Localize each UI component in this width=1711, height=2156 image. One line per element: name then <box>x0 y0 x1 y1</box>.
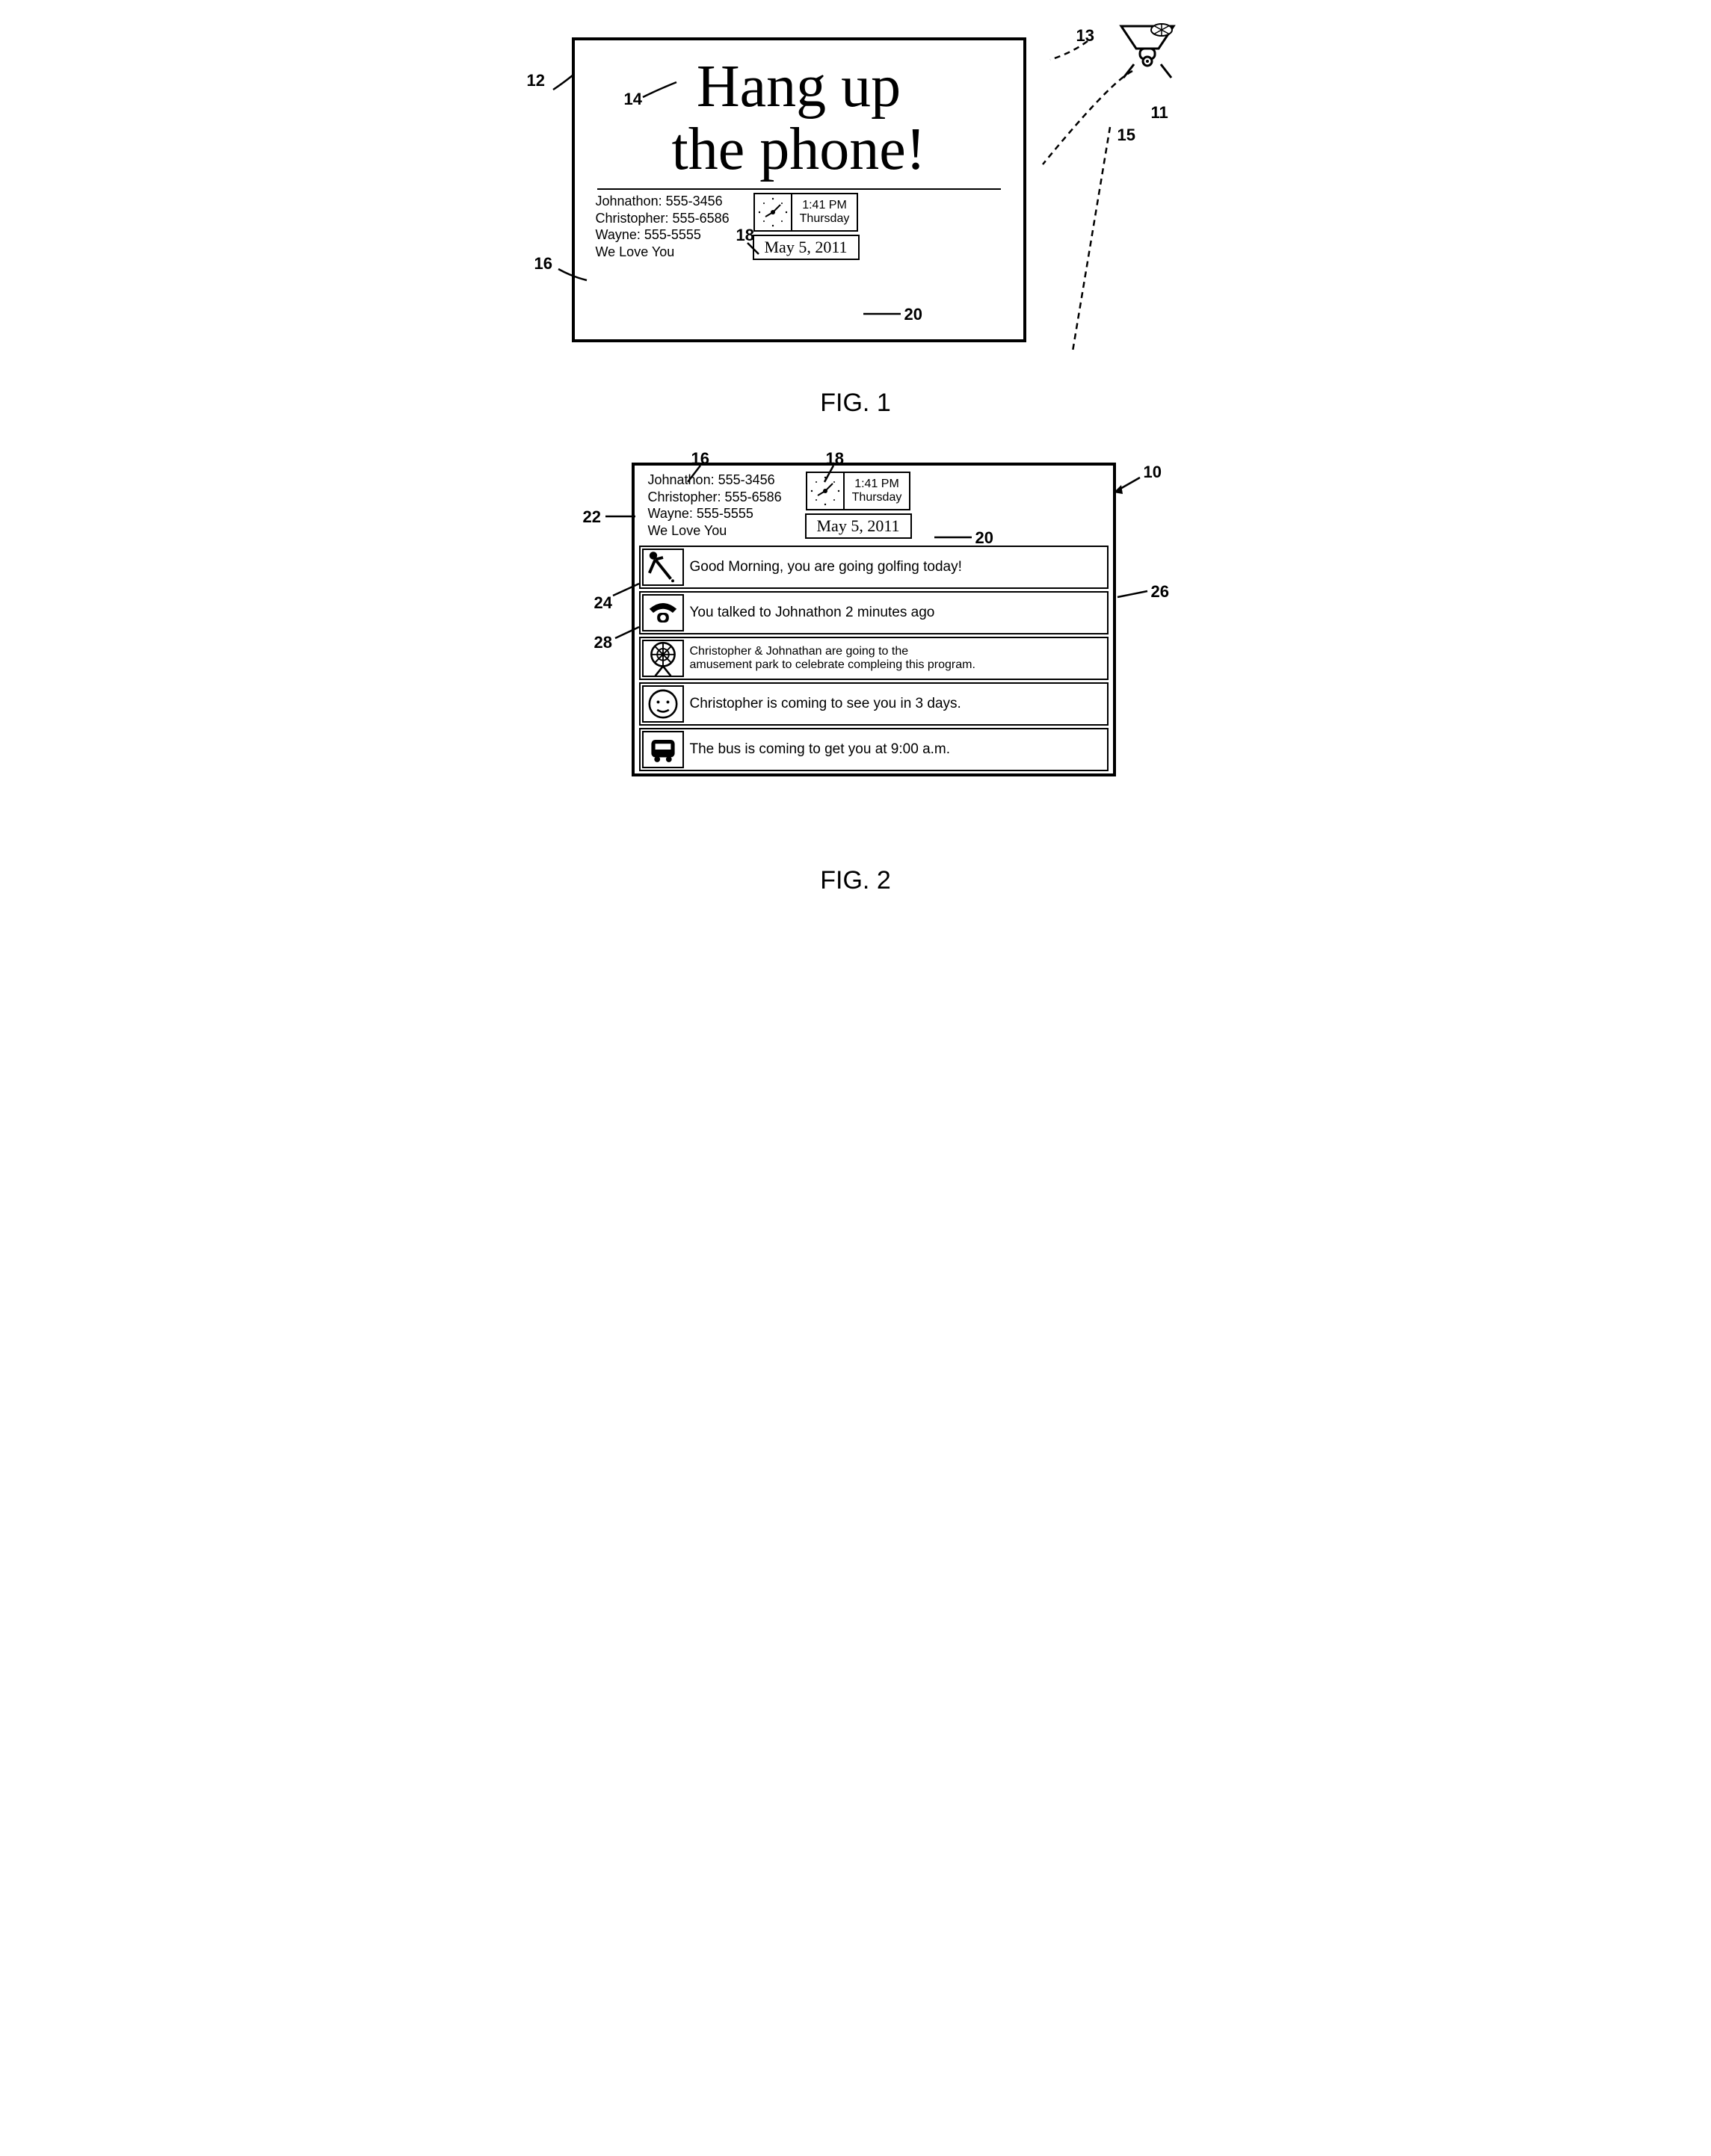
text-line: amusement park to celebrate compleing th… <box>690 658 975 671</box>
callout-11: 11 <box>1151 103 1168 123</box>
clock-block: 1:41 PM Thursday May 5, 2011 <box>805 472 912 539</box>
divider <box>597 188 1001 190</box>
clock-icon <box>807 473 845 509</box>
notification-row: You talked to Johnathon 2 minutes ago <box>639 591 1109 634</box>
sensor-device-icon <box>1080 22 1185 131</box>
notification-text: You talked to Johnathon 2 minutes ago <box>690 605 941 621</box>
callout-26: 26 <box>1151 582 1169 602</box>
contact-line: Christopher: 555-6586 <box>648 489 798 506</box>
callout-22: 22 <box>583 507 601 527</box>
contact-line: We Love You <box>596 244 745 261</box>
contact-line: Wayne: 555-5555 <box>648 505 798 522</box>
callout-24: 24 <box>594 593 612 613</box>
date-text: May 5, 2011 <box>805 513 912 539</box>
face-icon <box>642 685 684 723</box>
callout-13: 13 <box>1076 26 1094 46</box>
time-text: 1:41 PM <box>800 199 850 212</box>
fig1-area: Hang up the phone! Johnathon: 555-3456 C… <box>520 30 1192 374</box>
contact-line: Wayne: 555-5555 <box>596 226 745 244</box>
notification-text: The bus is coming to get you at 9:00 a.m… <box>690 741 957 758</box>
clock-block: 1:41 PM Thursday May 5, 2011 <box>753 193 860 260</box>
fig2-area: Johnathon: 555-3456 Christopher: 555-658… <box>520 463 1192 851</box>
contact-line: We Love You <box>648 522 798 540</box>
callout-18: 18 <box>736 226 754 245</box>
callout-16: 16 <box>534 254 552 274</box>
bus-icon <box>642 731 684 768</box>
notification-row: The bus is coming to get you at 9:00 a.m… <box>639 728 1109 771</box>
notification-text: Christopher is coming to see you in 3 da… <box>690 696 967 712</box>
callout-20: 20 <box>904 305 922 324</box>
notification-row: Christopher & Johnathan are going to the… <box>639 637 1109 680</box>
contacts-block: Johnathon: 555-3456 Christopher: 555-658… <box>590 193 745 260</box>
time-text: 1:41 PM <box>852 478 902 491</box>
text-line: Christopher & Johnathan are going to the <box>690 645 909 658</box>
figure-label: FIG. 2 <box>520 866 1192 895</box>
notification-row: Good Morning, you are going golfing toda… <box>639 546 1109 589</box>
callout-20: 20 <box>975 528 993 548</box>
contacts-block: Johnathon: 555-3456 Christopher: 555-658… <box>642 472 798 539</box>
display-screen: Johnathon: 555-3456 Christopher: 555-658… <box>632 463 1116 776</box>
display-screen: Hang up the phone! Johnathon: 555-3456 C… <box>572 37 1026 342</box>
callout-16: 16 <box>691 449 709 469</box>
alert-message: Hang up the phone! <box>575 55 1023 181</box>
notification-text: Good Morning, you are going golfing toda… <box>690 559 968 575</box>
golf-icon <box>642 549 684 586</box>
callout-10: 10 <box>1144 463 1162 482</box>
day-text: Thursday <box>800 212 850 226</box>
contact-line: Christopher: 555-6586 <box>596 210 745 227</box>
callout-15: 15 <box>1117 126 1135 145</box>
alert-line-2: the phone! <box>575 118 1023 181</box>
phone-icon <box>642 594 684 631</box>
callout-14: 14 <box>624 90 642 109</box>
contact-line: Johnathon: 555-3456 <box>596 193 745 210</box>
notification-text: Christopher & Johnathan are going to the… <box>690 645 981 673</box>
contact-line: Johnathon: 555-3456 <box>648 472 798 489</box>
ferris-wheel-icon <box>642 640 684 677</box>
date-text: May 5, 2011 <box>753 235 860 260</box>
callout-12: 12 <box>527 71 545 90</box>
callout-18: 18 <box>826 449 844 469</box>
figure-label: FIG. 1 <box>520 389 1192 418</box>
notification-row: Christopher is coming to see you in 3 da… <box>639 682 1109 726</box>
info-bar: Johnathon: 555-3456 Christopher: 555-658… <box>635 466 1113 543</box>
clock-icon <box>755 194 792 230</box>
info-bar: Johnathon: 555-3456 Christopher: 555-658… <box>575 193 1023 260</box>
callout-28: 28 <box>594 633 612 652</box>
day-text: Thursday <box>852 491 902 504</box>
